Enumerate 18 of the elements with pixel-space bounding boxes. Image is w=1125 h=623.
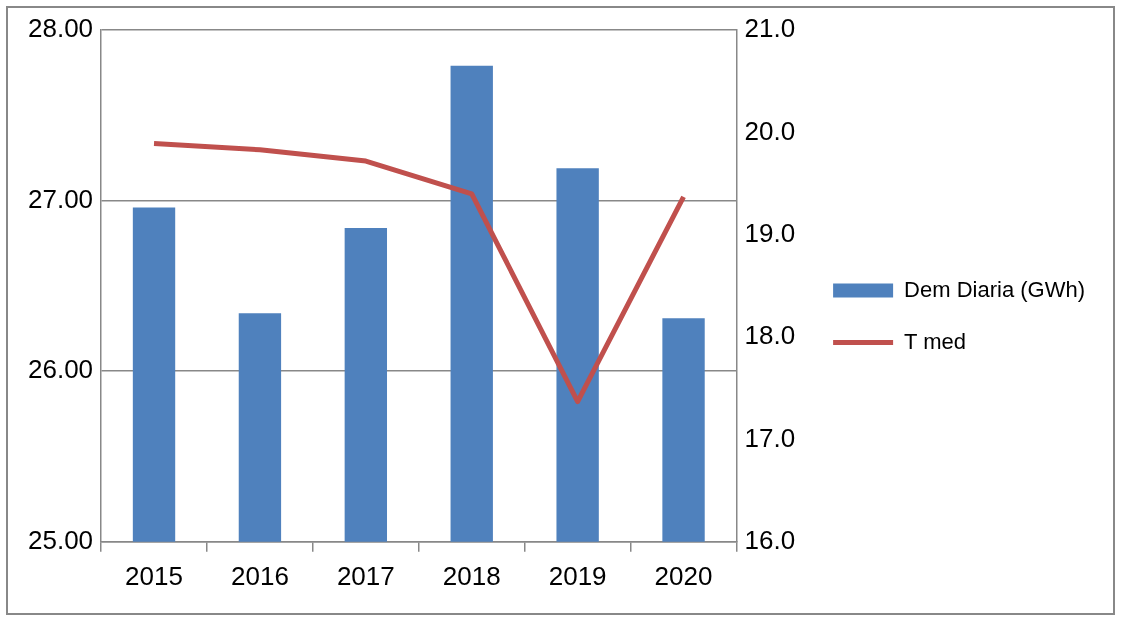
- x-tick-label: 2020: [654, 560, 713, 591]
- y2-tick-label: 17.0: [744, 422, 796, 453]
- y2-tick-label: 20.0: [744, 115, 796, 146]
- y2-tick-label: 19.0: [744, 217, 796, 248]
- y2-tick-label: 16.0: [744, 524, 796, 555]
- y2-tick-label: 21.0: [744, 13, 796, 44]
- y-tick-label: 28.00: [27, 13, 94, 44]
- y-tick-label: 27.00: [27, 183, 94, 214]
- x-tick-label: 2019: [548, 560, 607, 591]
- legend-label: T med: [904, 328, 967, 354]
- x-tick-label: 2015: [125, 560, 183, 591]
- y-tick-label: 25.00: [27, 524, 94, 555]
- x-tick-label: 2016: [231, 560, 289, 591]
- y2-tick-label: 18.0: [744, 320, 796, 351]
- y-tick-label: 26.00: [27, 354, 94, 385]
- x-tick-label: 2018: [442, 560, 501, 591]
- legend-label: Dem Diaria (GWh): [904, 276, 1086, 302]
- x-tick-label: 2017: [336, 560, 395, 591]
